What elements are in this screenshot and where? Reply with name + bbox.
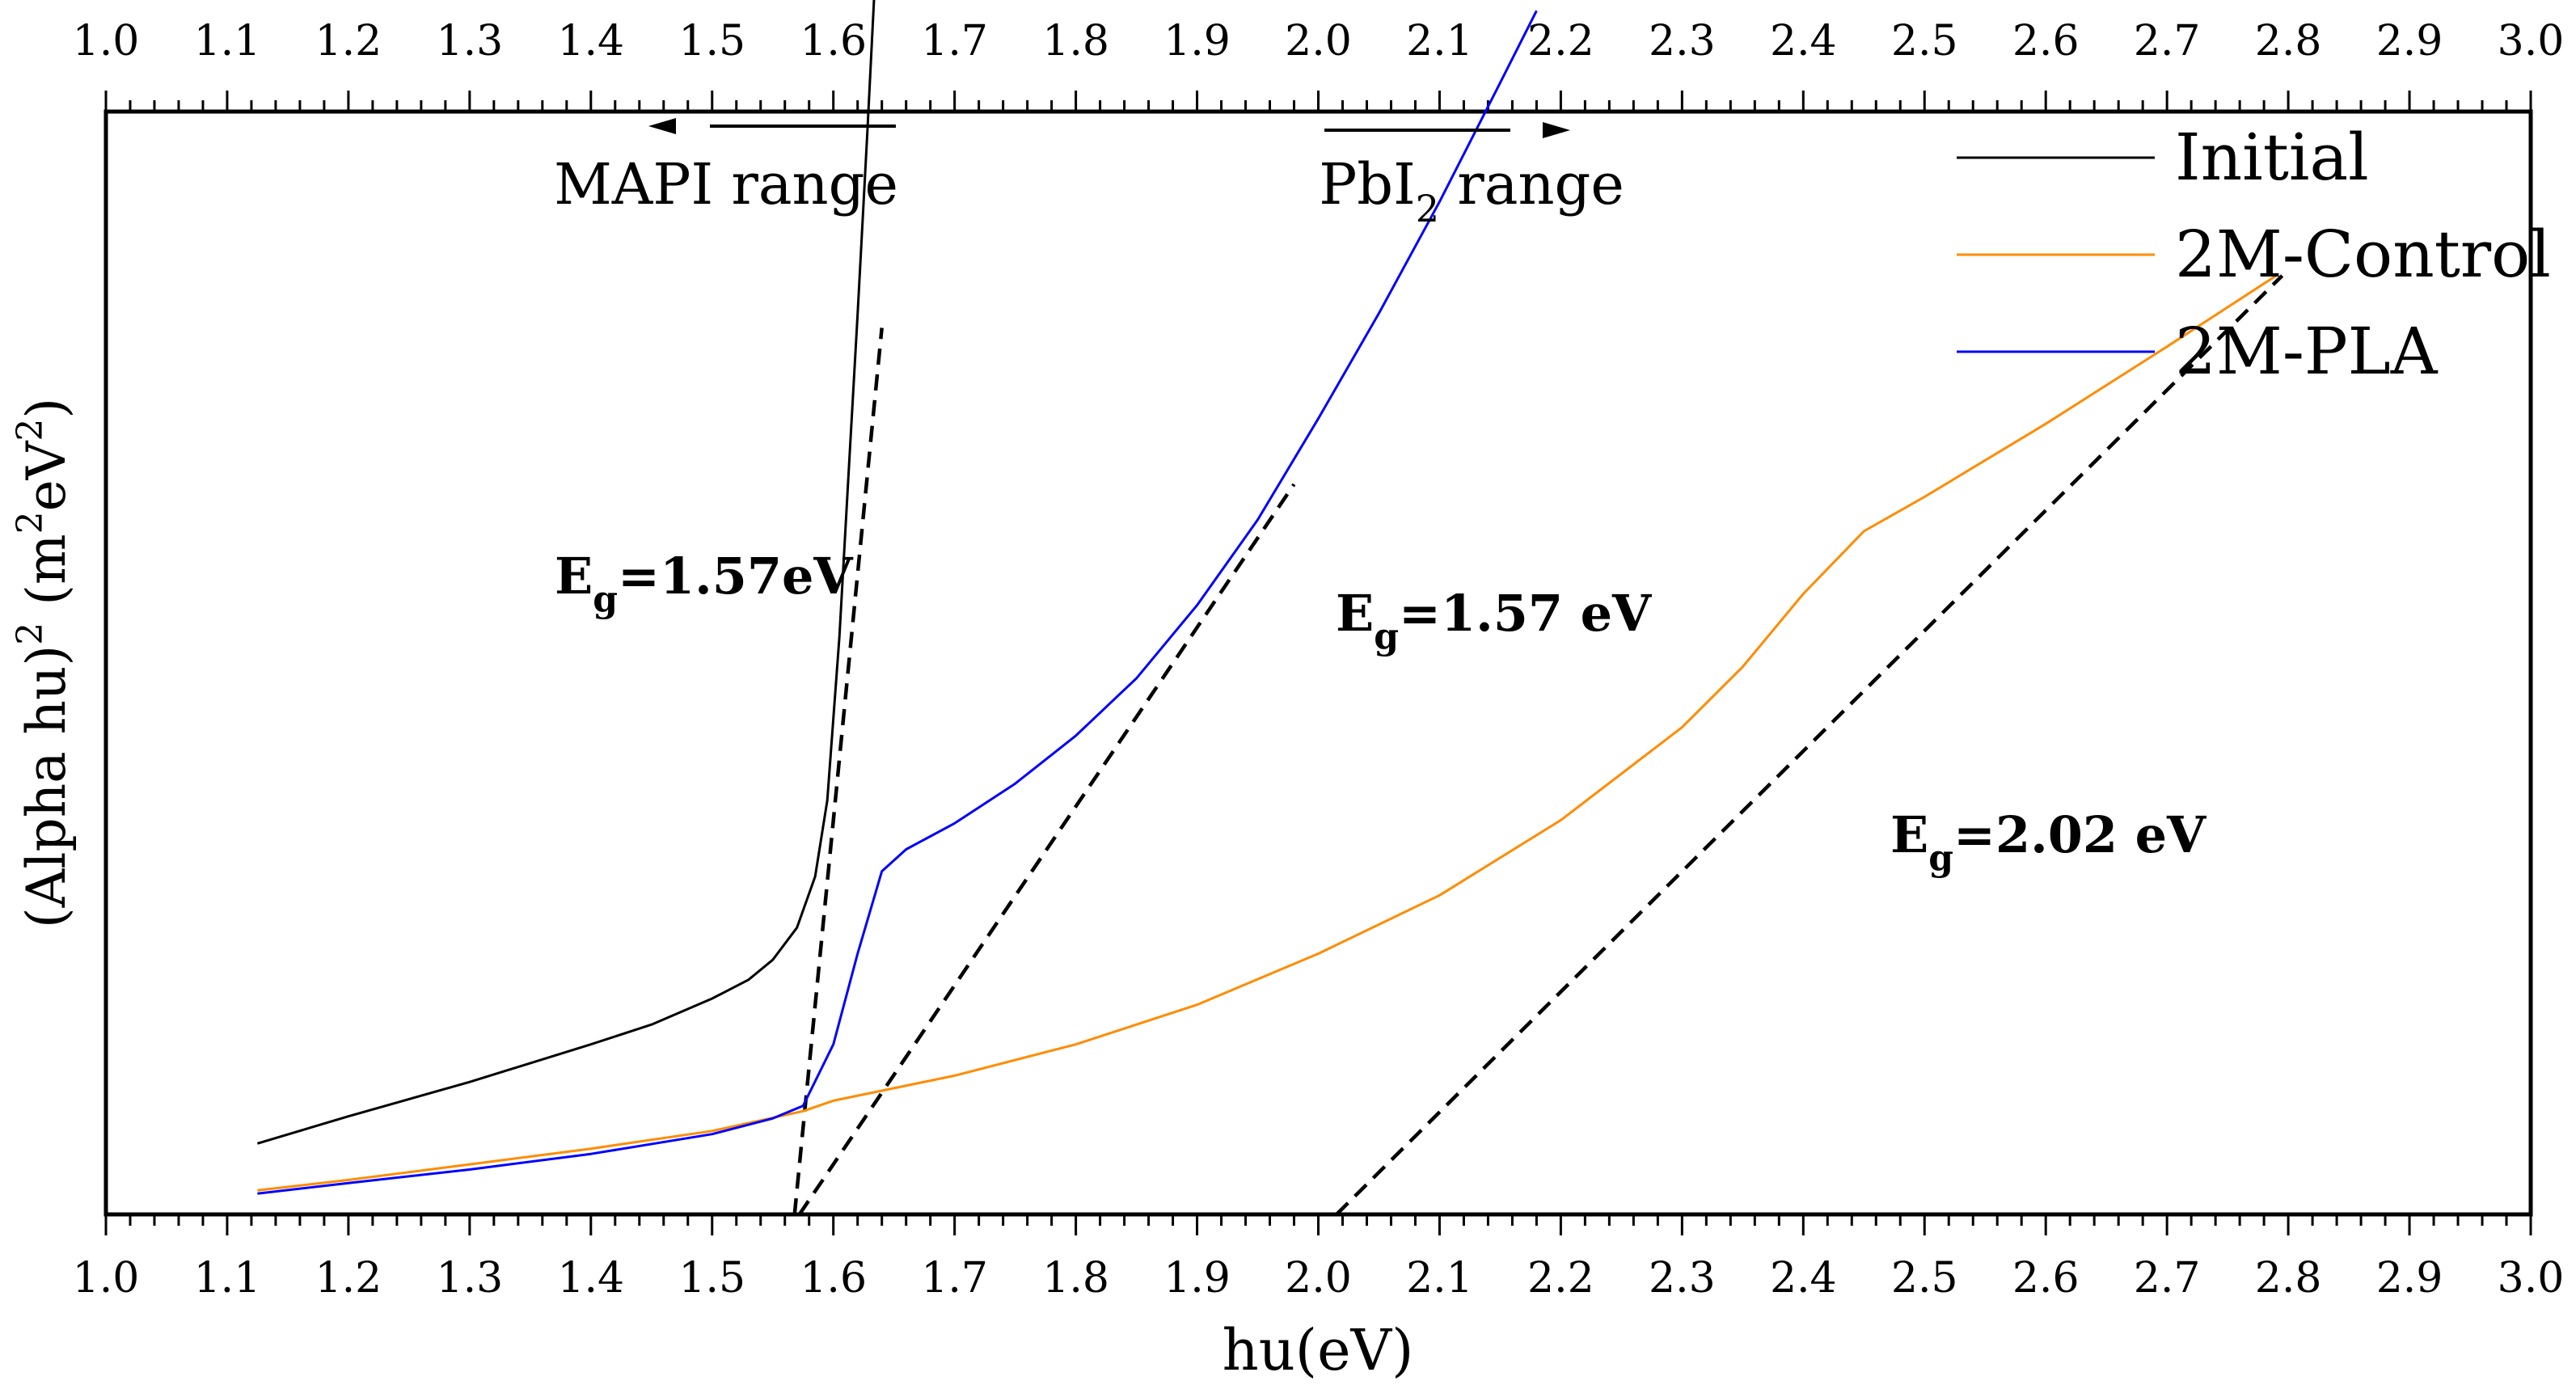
x-tick-label-top: 2.0 (1285, 17, 1352, 65)
mapi-arrow-left-icon (648, 118, 676, 134)
x-tick-label-bottom: 1.9 (1163, 1254, 1231, 1303)
legend-label-pla: 2M-PLA (2175, 314, 2439, 389)
x-tick-label-bottom: 3.0 (2498, 1254, 2565, 1303)
x-tick-label-top: 2.3 (1649, 17, 1716, 65)
legend-label-initial: Initial (2175, 120, 2369, 195)
x-tick-label-bottom: 2.5 (1891, 1254, 1958, 1303)
y-axis-label: (Alpha hu)2 (m2eV2) (10, 398, 78, 928)
x-tick-label-bottom: 2.1 (1406, 1254, 1473, 1303)
x-tick-label-top: 1.0 (73, 17, 140, 65)
x-tick-label-bottom: 2.0 (1285, 1254, 1352, 1303)
x-tick-label-bottom: 1.5 (678, 1254, 745, 1303)
data-series (256, 0, 2277, 1195)
legend-label-control: 2M-Control (2175, 217, 2551, 292)
x-tick-label-bottom: 1.2 (315, 1254, 382, 1303)
x-tick-label-top: 2.5 (1891, 17, 1958, 65)
x-tick-label-bottom: 1.0 (73, 1254, 140, 1303)
mapi-range-label: MAPI range (554, 151, 898, 217)
x-tick-label-bottom: 2.9 (2376, 1254, 2443, 1303)
x-tick-label-top: 2.4 (1770, 17, 1837, 65)
tangent-line (792, 327, 884, 1215)
x-tick-label-bottom: 2.8 (2255, 1254, 2322, 1303)
x-tick-label-top: 1.3 (436, 17, 503, 65)
x-tick-label-bottom: 1.8 (1042, 1254, 1109, 1303)
x-tick-label-top: 1.8 (1042, 17, 1109, 65)
x-tick-label-top: 1.6 (800, 17, 867, 65)
x-tick-label-top: 1.5 (678, 17, 745, 65)
x-tick-label-top: 2.8 (2255, 17, 2322, 65)
x-tick-label-top: 2.7 (2134, 17, 2201, 65)
x-tick-label-top: 1.7 (921, 17, 988, 65)
pbi2-range-label: PbI2 range (1319, 151, 1624, 230)
x-tick-label-bottom: 2.3 (1649, 1254, 1716, 1303)
x-tick-label-top: 2.1 (1406, 17, 1473, 65)
x-axis-label: hu(eV) (1223, 1317, 1414, 1383)
x-tick-label-bottom: 2.7 (2134, 1254, 2201, 1303)
x-tick-label-top: 3.0 (2498, 17, 2565, 65)
x-tick-label-bottom: 1.4 (557, 1254, 624, 1303)
legend: Initial 2M-Control 2M-PLA (1957, 120, 2551, 389)
pbi2-arrow-right-icon (1543, 122, 1570, 138)
eg-control-label: Eg=2.02 eV (1890, 805, 2206, 879)
x-tick-label-bottom: 1.6 (800, 1254, 867, 1303)
x-tick-label-bottom: 1.1 (194, 1254, 261, 1303)
eg-pla-label: Eg=1.57 eV (1336, 584, 1652, 657)
x-tick-label-bottom: 2.6 (2012, 1254, 2080, 1303)
x-tick-label-bottom: 1.3 (436, 1254, 503, 1303)
x-tick-label-top: 1.2 (315, 17, 382, 65)
series-line-initial (256, 0, 876, 1145)
series-line-2m-control (257, 274, 2277, 1192)
eg-initial-label: Eg=1.57eV (555, 547, 853, 620)
tangent-line (1335, 274, 2284, 1216)
axis-ticks (104, 91, 2532, 1235)
tangent-lines (792, 274, 2284, 1216)
x-tick-label-top: 1.1 (194, 17, 261, 65)
range-arrows (648, 118, 1570, 138)
x-tick-label-top: 1.9 (1163, 17, 1231, 65)
x-tick-label-top: 2.6 (2012, 17, 2080, 65)
x-tick-label-top: 2.9 (2376, 17, 2443, 65)
x-tick-label-top: 1.4 (557, 17, 624, 65)
tangent-line (797, 483, 1296, 1216)
x-tick-label-bottom: 1.7 (921, 1254, 988, 1303)
x-tick-label-bottom: 2.4 (1770, 1254, 1837, 1303)
axis-tick-labels: 1.0 1.0 1.1 1.1 1.2 1.2 1.3 1.3 1.4 1.4 1.5 1.5 1.6 1… (73, 17, 2565, 1303)
x-tick-label-top: 2.2 (1527, 17, 1594, 65)
x-tick-label-bottom: 2.2 (1527, 1254, 1594, 1303)
series-line-2m-pla (257, 10, 1538, 1195)
